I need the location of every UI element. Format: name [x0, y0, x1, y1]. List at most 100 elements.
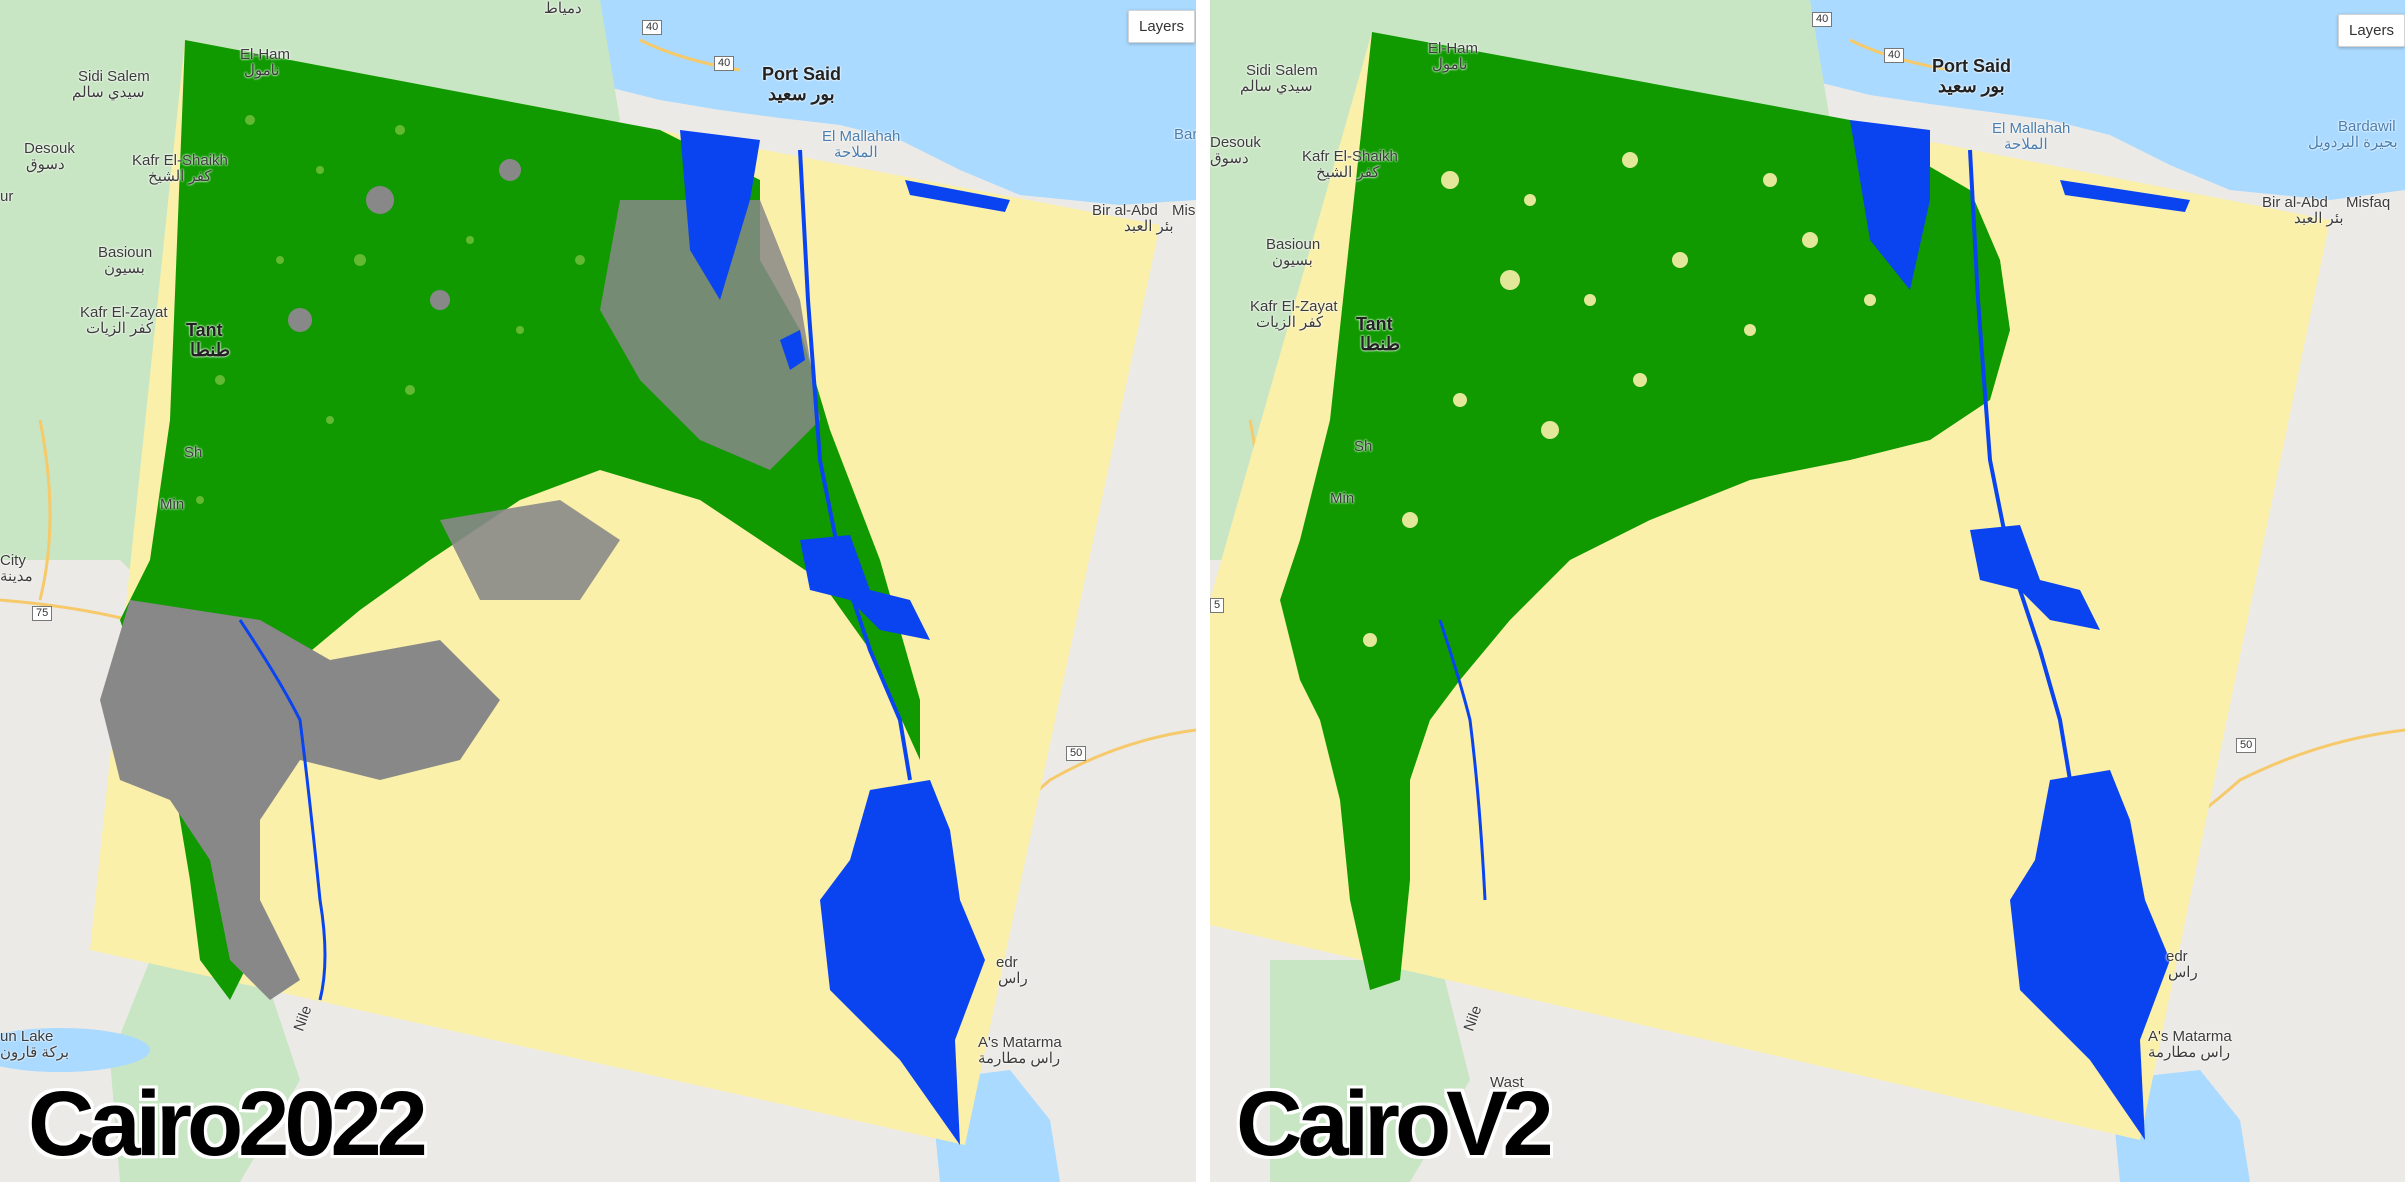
label-basioun-ar: بسيون [104, 260, 145, 277]
panel-title: Cairo2022 [28, 1073, 428, 1175]
label-port-said-ar: بور سعيد [768, 84, 835, 104]
classified-urban [366, 186, 394, 214]
classified-water-timsah [780, 330, 805, 370]
label-tanta: Tant [1356, 314, 1393, 334]
classified-water-bardawil [2060, 180, 2190, 212]
label-kafr-el-shaikh-ar: كفر الشيخ [1316, 164, 1380, 181]
label-tanta-ar: طنطا [190, 340, 231, 360]
classified-urban [440, 500, 620, 600]
lake-qarun [0, 1028, 150, 1072]
label-bir-al-abd-ar: بئر العبد [2294, 210, 2344, 227]
classified-water-gulf-of-suez [820, 780, 985, 1145]
classified-water-gulf-of-suez [2010, 770, 2170, 1140]
label-kafr-el-zayat: Kafr El-Zayat [1250, 298, 1338, 315]
label-min: Min [1330, 490, 1355, 507]
road-shield-40: 40 [714, 56, 735, 71]
map-canvas-right[interactable] [1210, 0, 2405, 1182]
label-ras-matarma-ar: راس مطارمة [2148, 1044, 2231, 1061]
label-port-said: Port Said [1932, 56, 2012, 76]
label-min: Min [160, 496, 185, 513]
classified-urban [430, 290, 450, 310]
label-desouk: Desouk [24, 140, 75, 157]
classified-urban-cairo [100, 600, 500, 1000]
label-city: City [0, 552, 26, 569]
panel-divider [1196, 0, 1210, 1182]
map-panel-left[interactable]: El-Ham نامول Sidi Salem سيدي سالم Desouk… [0, 0, 1196, 1182]
label-misfaq: Misfaq [2346, 194, 2391, 211]
layers-button[interactable]: Layers [2338, 14, 2405, 47]
classified-water-nile [238, 619, 327, 1001]
label-desouk-ar: دسوق [1210, 150, 1249, 167]
label-el-mallahah: El Mallahah [822, 128, 901, 145]
vegetation-texture [196, 115, 585, 504]
label-desouk: Desouk [1210, 134, 1261, 151]
label-ur: ur [0, 188, 14, 205]
label-sidi-salem: Sidi Salem [78, 68, 150, 85]
map-canvas-left[interactable] [0, 0, 1196, 1182]
label-bir-al-abd: Bir al-Abd [1092, 202, 1158, 219]
label-ras-matarma: A's Matarma [2148, 1028, 2232, 1045]
label-bardawil-ar: بحيرة البردويل [2308, 134, 2398, 151]
fayoum-vegetation [1270, 960, 1470, 1182]
mediterranean-sea [1810, 0, 2405, 200]
classified-water-lake-manzala [680, 130, 760, 300]
label-el-mallahah: El Mallahah [1992, 120, 2071, 137]
classified-water-great-bitter-lake [1970, 525, 2100, 630]
layers-button[interactable]: Layers [1128, 10, 1196, 43]
label-el-mallahah-ar: الملاحة [2004, 136, 2048, 153]
road-shield-40: 40 [1812, 12, 1833, 27]
label-sedr-ar: راس [998, 970, 1028, 987]
label-ras-matarma: A's Matarma [978, 1034, 1062, 1051]
label-kafr-el-shaikh-ar: كفر الشيخ [148, 168, 212, 185]
label-kafr-el-zayat-ar: كفر الزيات [1256, 314, 1324, 331]
label-ras-matarma-ar: راس مطارمة [978, 1050, 1061, 1067]
label-tanta: Tant [186, 320, 223, 340]
label-bar: Bar [1174, 126, 1196, 143]
label-kafr-el-shaikh: Kafr El-Shaikh [132, 152, 228, 169]
label-kafr-el-zayat-ar: كفر الزيات [86, 320, 154, 337]
classified-water-great-bitter-lake [800, 535, 930, 640]
label-el-ham: El-Ham [1428, 40, 1479, 57]
label-bir-al-abd-ar: بئر العبد [1124, 218, 1174, 235]
label-basioun: Basioun [1266, 236, 1321, 253]
fayoum-vegetation [110, 960, 300, 1182]
vegetation-gaps [1363, 152, 1876, 647]
label-sidi-salem-ar: سيدي سالم [1240, 78, 1313, 95]
label-un-lake: un Lake [0, 1028, 54, 1045]
road-shield-40: 40 [642, 20, 663, 35]
label-el-ham-ar: نامول [244, 62, 280, 79]
mediterranean-sea [600, 0, 1196, 205]
panel-title: CairoV2 [1236, 1073, 1554, 1175]
label-el-ham: El-Ham [240, 46, 291, 63]
classified-urban [288, 308, 312, 332]
label-basioun: Basioun [98, 244, 153, 261]
road-shield-75: 75 [32, 606, 53, 621]
road-shield-50: 50 [1066, 746, 1087, 761]
label-un-lake-ar: بركة قارون [0, 1044, 70, 1061]
classified-water-bardawil [905, 180, 1010, 212]
label-sh: Sh [1354, 438, 1373, 455]
label-sedr-ar: راس [2168, 964, 2198, 981]
label-el-mallahah-ar: الملاحة [834, 144, 878, 161]
label-sidi-salem: Sidi Salem [1246, 62, 1318, 79]
classified-vegetation [1280, 32, 2010, 990]
road [38, 419, 52, 601]
label-misfaq: Mis [1172, 202, 1196, 219]
map-panel-right[interactable]: El-Ham نامول Sidi Salem سيدي سالم Desouk… [1210, 0, 2405, 1182]
classified-urban [600, 200, 820, 470]
label-port-said: Port Said [762, 64, 842, 84]
label-city-ar: مدينة [0, 568, 33, 585]
label-bardawil: Bardawil [2338, 118, 2396, 135]
road-shield-40: 40 [1884, 48, 1905, 63]
road-shield-5: 5 [1210, 598, 1225, 613]
classified-urban [499, 159, 521, 181]
label-sedr: edr [996, 954, 1018, 971]
label-damietta-ar: دمياط [544, 0, 582, 17]
classified-water-nile [1438, 619, 1487, 901]
label-kafr-el-zayat: Kafr El-Zayat [80, 304, 168, 321]
classified-water-lake-manzala [1850, 120, 1930, 290]
label-sidi-salem-ar: سيدي سالم [72, 84, 145, 101]
road-shield-50: 50 [2236, 738, 2257, 753]
label-waste: Wast [1490, 1074, 1524, 1091]
label-basioun-ar: بسيون [1272, 252, 1313, 269]
